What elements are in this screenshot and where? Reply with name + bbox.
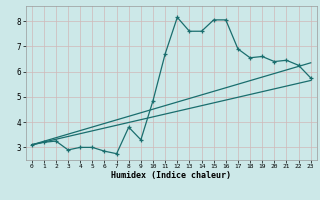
- X-axis label: Humidex (Indice chaleur): Humidex (Indice chaleur): [111, 171, 231, 180]
